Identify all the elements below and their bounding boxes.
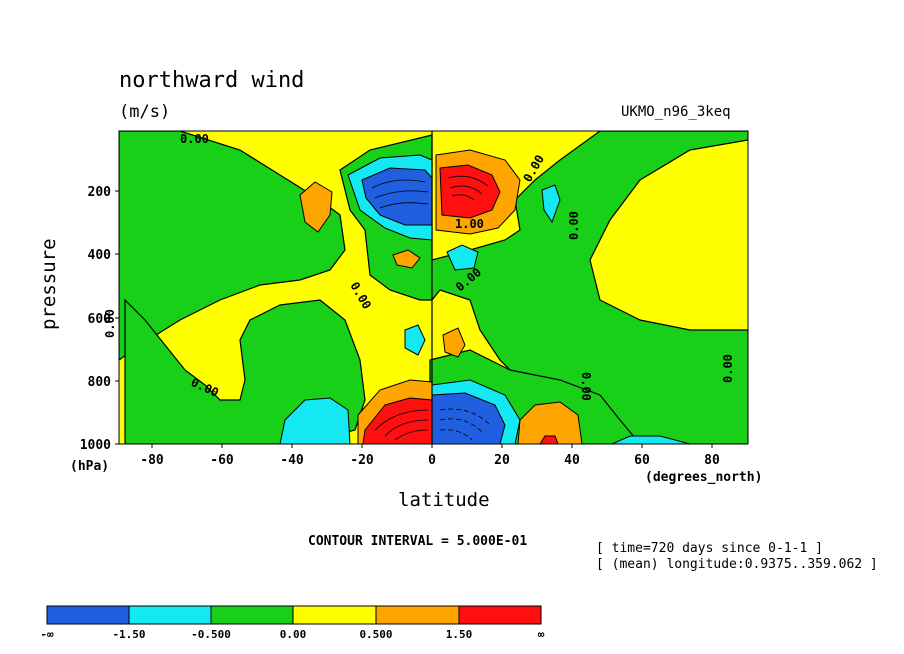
inner-contours-lower-right [439,408,491,441]
contour-label: 0.00 [103,309,117,338]
colorbar-label: -1.50 [112,628,145,641]
colorbar-swatch [210,605,294,625]
contour-label: 0.00 [180,132,209,146]
contour-label: 0.00 [567,211,581,240]
y-tick-label: 800 [88,375,112,390]
colorbar: -∞ -1.50 -0.500 0.00 0.500 1.50 ∞ [40,605,545,641]
x-tick-label: -20 [350,453,374,468]
cyan-bottom-right [611,435,691,444]
x-axis-label: latitude [398,489,490,511]
cyan-small-mid [446,244,479,271]
model-label: UKMO_n96_3keq [621,104,731,120]
orange-left-blob [299,181,333,233]
colorbar-label: 0.500 [359,628,392,641]
x-tick-label: 0 [428,453,436,468]
y-axis-label: pressure [38,238,60,330]
orange-lower-right [517,401,583,444]
contour-interval-label: CONTOUR INTERVAL = 5.000E-01 [308,534,528,549]
x-tick-label: 40 [564,453,580,468]
orange-lower-mid [442,327,466,358]
inner-contours-upper-right [447,175,489,201]
red-upper-right [439,164,501,219]
colorbar-swatch [46,605,130,625]
blue-lower-right [431,392,506,444]
y-tick-label: 600 [88,312,112,327]
cyan-small-right [541,184,561,224]
time-label: [ time=720 days since 0-1-1 ] [596,541,823,556]
y-units-label: (hPa) [70,459,110,474]
x-tick-label: 80 [704,453,720,468]
colorbar-label: ∞ [538,628,545,641]
inner-contours-upper-left [371,179,429,209]
y-tick-label: 1000 [80,438,111,453]
orange-mid-blob [392,249,421,269]
plot-frame [118,130,749,445]
chart-title: northward wind [119,68,305,93]
colorbar-label: -0.500 [191,628,231,641]
contour-label: 0.00 [579,372,593,401]
green-center [339,131,748,444]
colorbar-swatch [292,605,377,625]
inner-contours-lower-left [374,409,429,441]
x-tick-label: 60 [634,453,650,468]
cyan-small-lower [404,324,426,356]
x-units-label: (degrees_north) [645,470,763,485]
colorbar-label: 0.00 [280,628,307,641]
longitude-label: [ (mean) longitude:0.9375..359.062 ] [596,557,878,572]
x-axis: -80 -60 -40 -20 0 20 40 60 80 [140,444,720,468]
y-axis: 200 400 600 800 1000 [80,185,119,453]
contour-fill [119,131,748,444]
red-lower-right [539,435,559,444]
contour-label: 1.00 [455,217,484,231]
y-tick-label: 400 [88,248,112,263]
x-tick-label: -60 [210,453,234,468]
x-tick-label: 20 [494,453,510,468]
chart-units: (m/s) [119,102,171,122]
colorbar-swatch [128,605,212,625]
x-tick-label: -40 [280,453,304,468]
colorbar-label: 1.50 [446,628,473,641]
contour-label: 0.00 [721,354,735,383]
x-tick-label: -80 [140,453,164,468]
cyan-lower-left [279,397,351,444]
y-tick-label: 200 [88,185,112,200]
colorbar-swatch [375,605,460,625]
colorbar-label: -∞ [40,628,54,641]
colorbar-swatch [458,605,542,625]
